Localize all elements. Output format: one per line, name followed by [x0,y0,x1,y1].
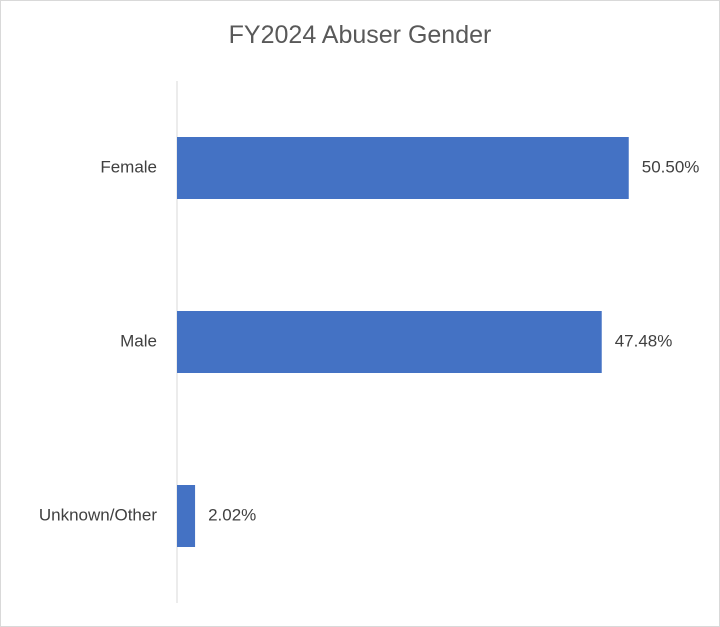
category-label: Female [100,157,157,176]
data-label: 50.50% [642,157,700,176]
chart-title: FY2024 Abuser Gender [228,21,492,49]
category-label: Male [120,331,157,350]
category-label: Unknown/Other [39,505,157,524]
bar-male [177,311,602,373]
bar-female [177,137,629,199]
data-label: 2.02% [208,505,256,524]
bar-unknown-other [177,485,196,547]
data-label: 47.48% [615,331,673,350]
